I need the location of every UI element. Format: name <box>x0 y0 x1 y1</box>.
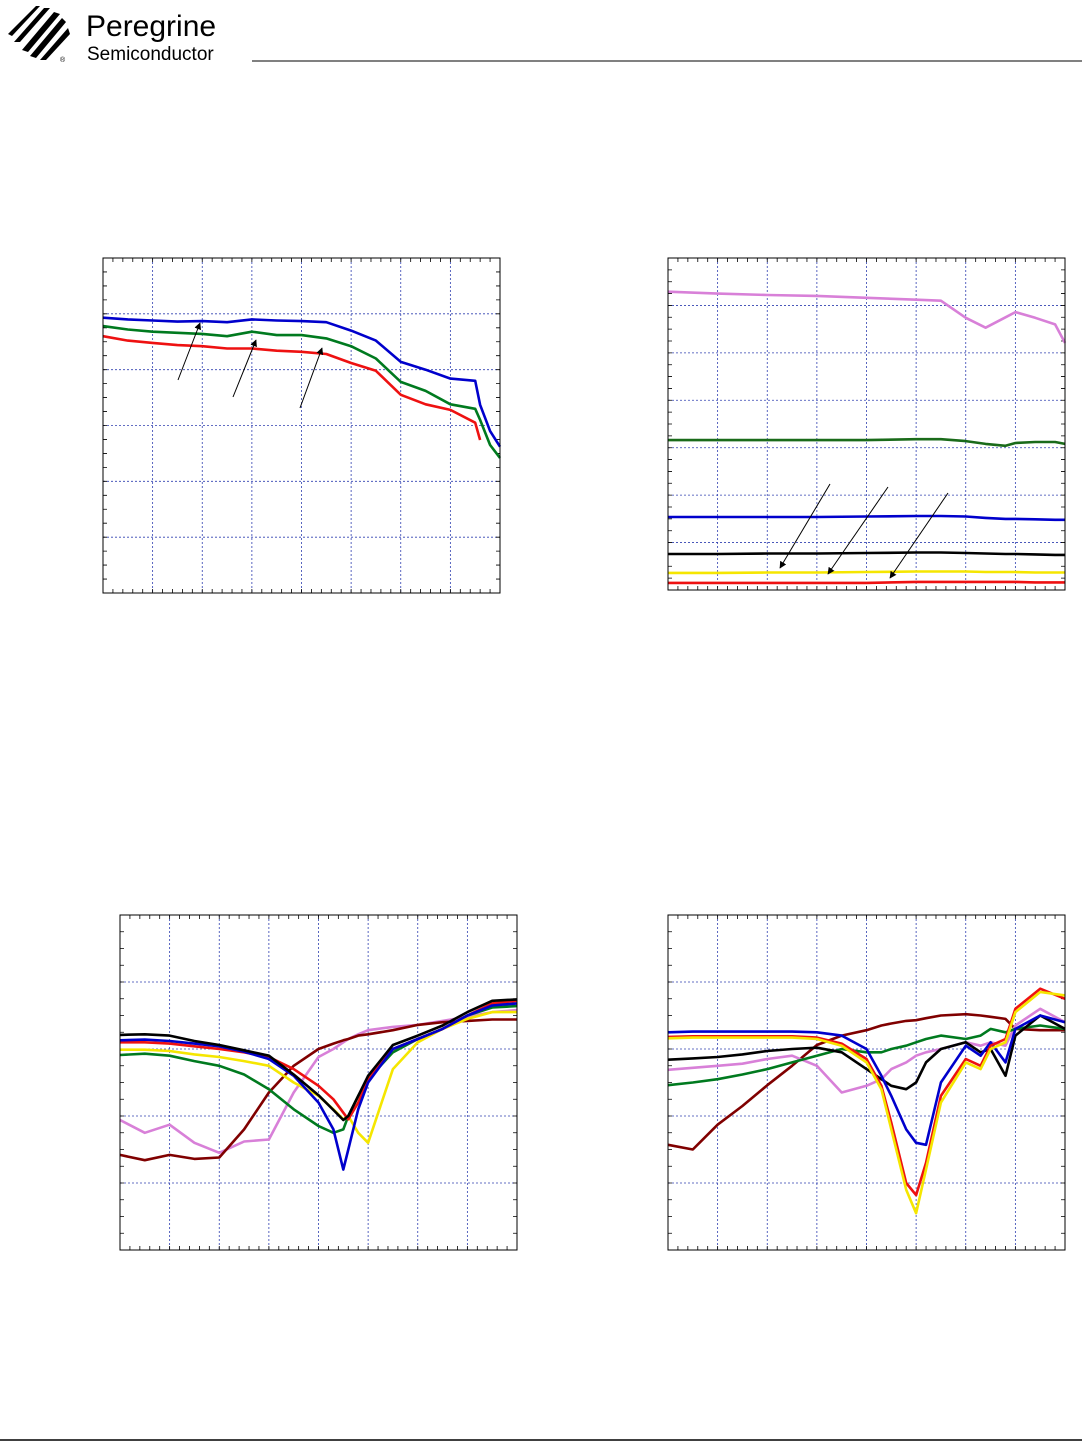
series-line <box>667 1007 1066 1094</box>
series-line <box>119 1002 518 1171</box>
series-line <box>667 290 1067 344</box>
plot-border <box>102 257 501 594</box>
plot-border <box>667 257 1066 591</box>
logo-icon <box>8 6 70 60</box>
logo-name: Peregrine <box>86 10 216 43</box>
minor-ticks <box>103 258 500 593</box>
series-line <box>119 998 518 1122</box>
plot-border <box>119 914 518 1251</box>
series-line <box>667 1012 1065 1151</box>
series-line <box>668 437 1066 448</box>
series-line <box>667 1014 1066 1091</box>
chart <box>102 257 502 594</box>
chart <box>667 257 1067 591</box>
series-line <box>668 514 1065 522</box>
logo-registered: ® <box>60 56 66 64</box>
annotation-arrows <box>177 322 949 579</box>
chart <box>119 914 518 1251</box>
series-line <box>119 1018 517 1162</box>
series-line <box>667 1024 1066 1087</box>
plot-border <box>667 914 1066 1251</box>
plot-frame <box>119 914 518 1251</box>
minor-ticks <box>668 258 1065 590</box>
series-line <box>668 580 1065 585</box>
plot-frame <box>667 914 1066 1251</box>
logo-subtitle: Semiconductor <box>87 44 214 65</box>
minor-ticks <box>120 915 517 1250</box>
series-line <box>102 324 502 459</box>
chart <box>667 914 1066 1251</box>
series-line <box>667 990 1066 1215</box>
series-line <box>667 1014 1066 1147</box>
series-line <box>668 570 1065 575</box>
series-line <box>668 551 1065 557</box>
series-line <box>102 334 482 441</box>
series-line <box>102 316 502 448</box>
